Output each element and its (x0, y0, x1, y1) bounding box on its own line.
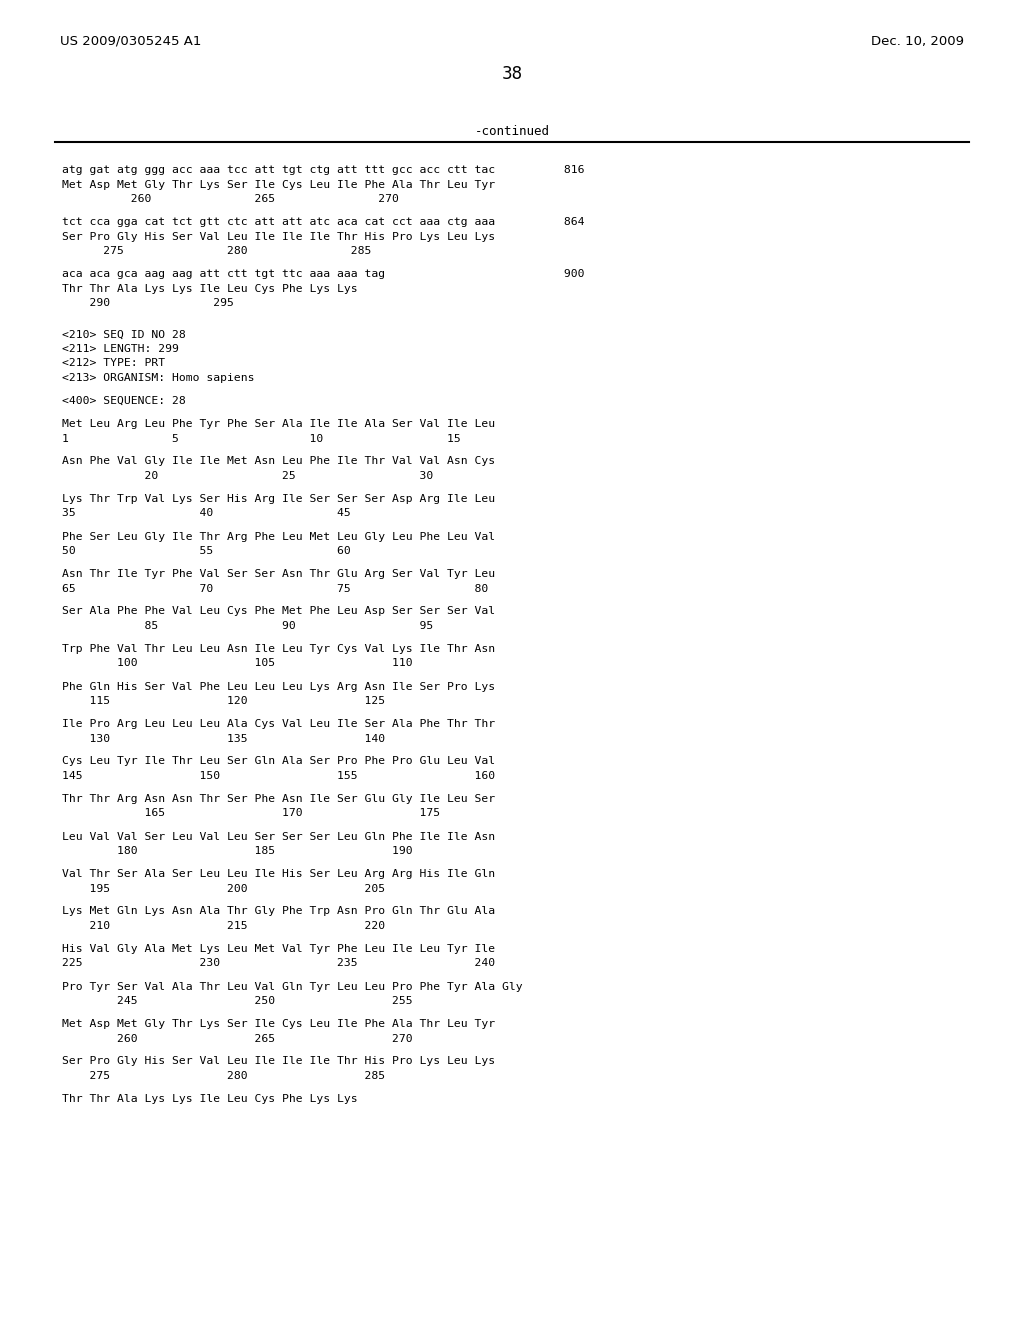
Text: 38: 38 (502, 65, 522, 83)
Text: Lys Thr Trp Val Lys Ser His Arg Ile Ser Ser Ser Asp Arg Ile Leu: Lys Thr Trp Val Lys Ser His Arg Ile Ser … (62, 494, 496, 504)
Text: <212> TYPE: PRT: <212> TYPE: PRT (62, 359, 165, 368)
Text: <210> SEQ ID NO 28: <210> SEQ ID NO 28 (62, 330, 185, 339)
Text: Ser Pro Gly His Ser Val Leu Ile Ile Ile Thr His Pro Lys Leu Lys: Ser Pro Gly His Ser Val Leu Ile Ile Ile … (62, 231, 496, 242)
Text: <400> SEQUENCE: 28: <400> SEQUENCE: 28 (62, 396, 185, 407)
Text: Asn Thr Ile Tyr Phe Val Ser Ser Asn Thr Glu Arg Ser Val Tyr Leu: Asn Thr Ile Tyr Phe Val Ser Ser Asn Thr … (62, 569, 496, 579)
Text: His Val Gly Ala Met Lys Leu Met Val Tyr Phe Leu Ile Leu Tyr Ile: His Val Gly Ala Met Lys Leu Met Val Tyr … (62, 944, 496, 954)
Text: Cys Leu Tyr Ile Thr Leu Ser Gln Ala Ser Pro Phe Pro Glu Leu Val: Cys Leu Tyr Ile Thr Leu Ser Gln Ala Ser … (62, 756, 496, 767)
Text: 145                 150                 155                 160: 145 150 155 160 (62, 771, 496, 781)
Text: 20                  25                  30: 20 25 30 (62, 471, 433, 480)
Text: 195                 200                 205: 195 200 205 (62, 883, 385, 894)
Text: Trp Phe Val Thr Leu Leu Asn Ile Leu Tyr Cys Val Lys Ile Thr Asn: Trp Phe Val Thr Leu Leu Asn Ile Leu Tyr … (62, 644, 496, 653)
Text: US 2009/0305245 A1: US 2009/0305245 A1 (60, 36, 202, 48)
Text: Met Asp Met Gly Thr Lys Ser Ile Cys Leu Ile Phe Ala Thr Leu Tyr: Met Asp Met Gly Thr Lys Ser Ile Cys Leu … (62, 180, 496, 190)
Text: Val Thr Ser Ala Ser Leu Leu Ile His Ser Leu Arg Arg His Ile Gln: Val Thr Ser Ala Ser Leu Leu Ile His Ser … (62, 869, 496, 879)
Text: Thr Thr Ala Lys Lys Ile Leu Cys Phe Lys Lys: Thr Thr Ala Lys Lys Ile Leu Cys Phe Lys … (62, 284, 357, 293)
Text: Met Leu Arg Leu Phe Tyr Phe Ser Ala Ile Ile Ala Ser Val Ile Leu: Met Leu Arg Leu Phe Tyr Phe Ser Ala Ile … (62, 418, 496, 429)
Text: <213> ORGANISM: Homo sapiens: <213> ORGANISM: Homo sapiens (62, 374, 255, 383)
Text: 245                 250                 255: 245 250 255 (62, 997, 413, 1006)
Text: 115                 120                 125: 115 120 125 (62, 696, 385, 706)
Text: 210                 215                 220: 210 215 220 (62, 921, 385, 931)
Text: atg gat atg ggg acc aaa tcc att tgt ctg att ttt gcc acc ctt tac          816: atg gat atg ggg acc aaa tcc att tgt ctg … (62, 165, 585, 176)
Text: 65                  70                  75                  80: 65 70 75 80 (62, 583, 488, 594)
Text: 35                  40                  45: 35 40 45 (62, 508, 351, 519)
Text: 260                 265                 270: 260 265 270 (62, 1034, 413, 1044)
Text: 130                 135                 140: 130 135 140 (62, 734, 385, 743)
Text: Leu Val Val Ser Leu Val Leu Ser Ser Ser Leu Gln Phe Ile Ile Asn: Leu Val Val Ser Leu Val Leu Ser Ser Ser … (62, 832, 496, 842)
Text: Lys Met Gln Lys Asn Ala Thr Gly Phe Trp Asn Pro Gln Thr Glu Ala: Lys Met Gln Lys Asn Ala Thr Gly Phe Trp … (62, 907, 496, 916)
Text: Phe Ser Leu Gly Ile Thr Arg Phe Leu Met Leu Gly Leu Phe Leu Val: Phe Ser Leu Gly Ile Thr Arg Phe Leu Met … (62, 532, 496, 541)
Text: 275                 280                 285: 275 280 285 (62, 1071, 385, 1081)
Text: Met Asp Met Gly Thr Lys Ser Ile Cys Leu Ile Phe Ala Thr Leu Tyr: Met Asp Met Gly Thr Lys Ser Ile Cys Leu … (62, 1019, 496, 1030)
Text: Phe Gln His Ser Val Phe Leu Leu Leu Lys Arg Asn Ile Ser Pro Lys: Phe Gln His Ser Val Phe Leu Leu Leu Lys … (62, 681, 496, 692)
Text: 290               295: 290 295 (62, 298, 233, 308)
Text: <211> LENGTH: 299: <211> LENGTH: 299 (62, 345, 179, 354)
Text: 50                  55                  60: 50 55 60 (62, 546, 351, 556)
Text: Ser Pro Gly His Ser Val Leu Ile Ile Ile Thr His Pro Lys Leu Lys: Ser Pro Gly His Ser Val Leu Ile Ile Ile … (62, 1056, 496, 1067)
Text: Ser Ala Phe Phe Val Leu Cys Phe Met Phe Leu Asp Ser Ser Ser Val: Ser Ala Phe Phe Val Leu Cys Phe Met Phe … (62, 606, 496, 616)
Text: 260               265               270: 260 265 270 (62, 194, 399, 205)
Text: tct cca gga cat tct gtt ctc att att atc aca cat cct aaa ctg aaa          864: tct cca gga cat tct gtt ctc att att atc … (62, 216, 585, 227)
Text: Asn Phe Val Gly Ile Ile Met Asn Leu Phe Ile Thr Val Val Asn Cys: Asn Phe Val Gly Ile Ile Met Asn Leu Phe … (62, 457, 496, 466)
Text: Dec. 10, 2009: Dec. 10, 2009 (871, 36, 964, 48)
Text: Pro Tyr Ser Val Ala Thr Leu Val Gln Tyr Leu Leu Pro Phe Tyr Ala Gly: Pro Tyr Ser Val Ala Thr Leu Val Gln Tyr … (62, 982, 522, 991)
Text: -continued: -continued (474, 125, 550, 139)
Text: Thr Thr Ala Lys Lys Ile Leu Cys Phe Lys Lys: Thr Thr Ala Lys Lys Ile Leu Cys Phe Lys … (62, 1094, 357, 1104)
Text: 180                 185                 190: 180 185 190 (62, 846, 413, 855)
Text: 275               280               285: 275 280 285 (62, 246, 372, 256)
Text: 165                 170                 175: 165 170 175 (62, 808, 440, 818)
Text: 1               5                   10                  15: 1 5 10 15 (62, 433, 461, 444)
Text: 100                 105                 110: 100 105 110 (62, 659, 413, 668)
Text: Ile Pro Arg Leu Leu Leu Ala Cys Val Leu Ile Ser Ala Phe Thr Thr: Ile Pro Arg Leu Leu Leu Ala Cys Val Leu … (62, 719, 496, 729)
Text: 85                  90                  95: 85 90 95 (62, 620, 433, 631)
Text: aca aca gca aag aag att ctt tgt ttc aaa aaa tag                          900: aca aca gca aag aag att ctt tgt ttc aaa … (62, 269, 585, 279)
Text: 225                 230                 235                 240: 225 230 235 240 (62, 958, 496, 969)
Text: Thr Thr Arg Asn Asn Thr Ser Phe Asn Ile Ser Glu Gly Ile Leu Ser: Thr Thr Arg Asn Asn Thr Ser Phe Asn Ile … (62, 795, 496, 804)
